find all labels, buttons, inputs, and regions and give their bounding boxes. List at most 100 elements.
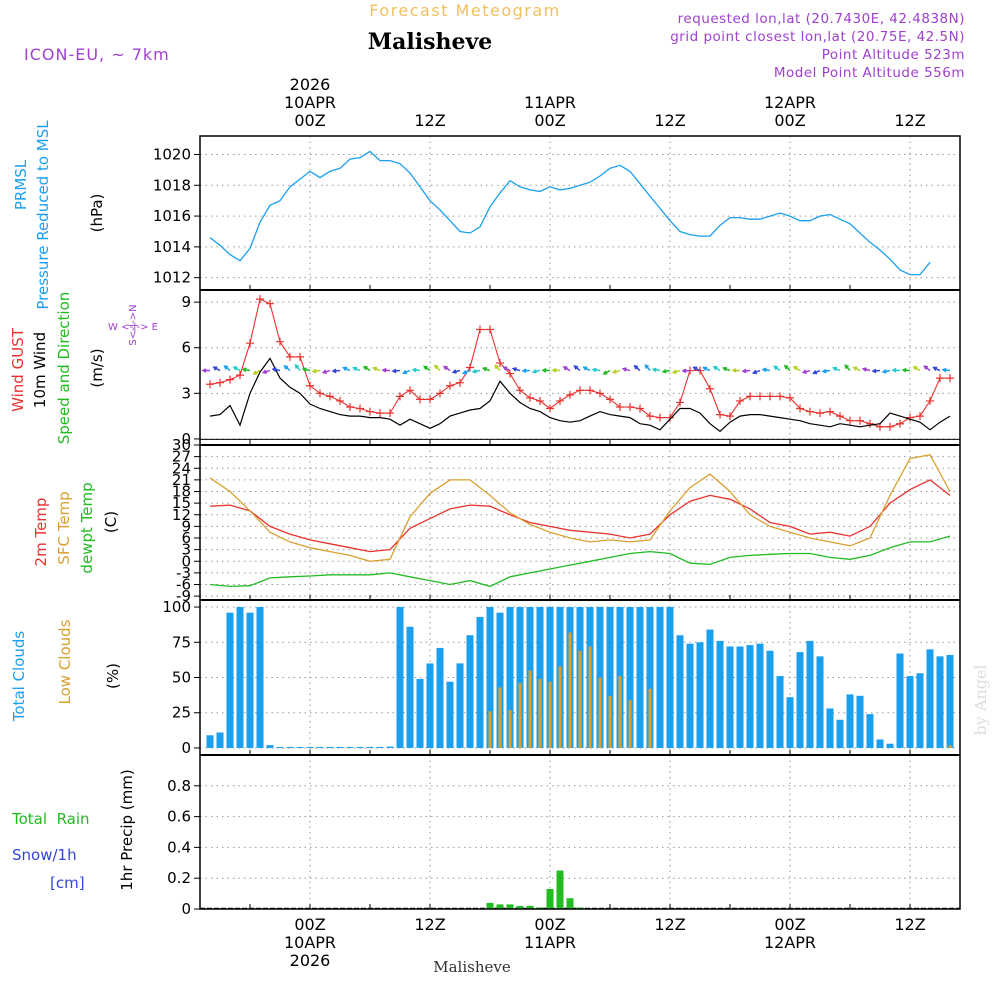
- gust-point: [766, 392, 774, 401]
- wind-direction-arrow: [402, 369, 411, 375]
- total-cloud-bar: [356, 746, 364, 748]
- wind-direction-arrow: [321, 369, 331, 375]
- gust-point: [896, 419, 904, 428]
- pressure-label-msl: Pressure Reduced to MSL: [34, 120, 52, 310]
- panel-4: 0 0.2 0.4 0.6 0.8: [167, 755, 960, 918]
- wind-direction-arrow: [582, 366, 591, 372]
- precip-label-rain: Total Rain: [11, 810, 90, 828]
- wind-direction-arrow: [433, 364, 441, 372]
- total-cloud-bar: [916, 673, 924, 748]
- wind-direction-arrow: [821, 368, 831, 374]
- wind-direction-arrow: [422, 365, 431, 372]
- total-cloud-bar: [346, 746, 354, 748]
- gust-point: [946, 374, 954, 383]
- top-time-label: 12APR: [764, 93, 816, 112]
- rain-bar: [556, 870, 564, 909]
- wind-series-line: [209, 357, 951, 433]
- top-time-label: 2026: [290, 75, 331, 94]
- y-tick-label: 75: [172, 633, 191, 651]
- y-tick-label: 15: [172, 494, 191, 512]
- y-tick-label: -3: [176, 564, 191, 582]
- pressure-label-unit: (hPa): [88, 194, 106, 233]
- total-cloud-bar: [606, 607, 614, 748]
- gust-point: [656, 413, 664, 422]
- top-time-label: 00Z: [774, 111, 805, 130]
- gust-point: [206, 380, 214, 389]
- gust-point: [456, 378, 464, 387]
- wind-labels: Wind GUST 10m Wind Speed and Direction (…: [9, 292, 158, 445]
- y-tick-label: 6: [181, 529, 191, 547]
- gust-point: [236, 371, 244, 380]
- gust-point: [316, 389, 324, 398]
- gust-point: [556, 396, 564, 405]
- gust-point: [676, 398, 684, 407]
- total-cloud-bar: [256, 607, 264, 748]
- total-cloud-bar: [846, 694, 854, 748]
- total-cloud-bar: [726, 646, 734, 748]
- gust-point: [386, 409, 394, 418]
- low-cloud-bar: [488, 711, 492, 748]
- gust-point: [776, 392, 784, 401]
- gust-point: [286, 352, 294, 361]
- wind-direction-arrow: [471, 368, 481, 374]
- wind-direction-arrow: [611, 369, 621, 374]
- gridpoint-coords: grid point closest lon,lat (20.75E, 42.5…: [670, 29, 965, 45]
- wind-direction-arrow: [852, 366, 861, 372]
- total-cloud-bar: [886, 743, 894, 748]
- total-cloud-bar: [466, 635, 474, 748]
- top-time-label: 12Z: [654, 111, 685, 130]
- wind-direction-arrow: [633, 364, 641, 372]
- low-cloud-bar: [578, 650, 582, 748]
- gust-point: [326, 392, 334, 401]
- wind-label-unit: (m/s): [88, 348, 106, 387]
- bottom-time-label: 11APR: [524, 933, 576, 952]
- panel-3: 0 25 50 75 100: [162, 598, 960, 757]
- bottom-time-label: 00Z: [534, 915, 565, 934]
- y-tick-label: 100: [162, 598, 191, 616]
- wind-direction-arrow: [692, 366, 701, 372]
- total-cloud-bar: [206, 735, 214, 748]
- wind-direction-arrow: [521, 368, 531, 374]
- y-tick-label: 25: [172, 704, 191, 722]
- model-name: ICON-EU, ~ 7km: [24, 45, 170, 64]
- total-cloud-bar: [666, 607, 674, 748]
- gust-point: [886, 422, 894, 431]
- plot-panels: 101210141016101810200369-9-6-30369121518…: [153, 75, 961, 970]
- gust-point: [276, 337, 284, 346]
- gust-point: [926, 396, 934, 405]
- total-cloud-bar: [406, 626, 414, 748]
- gust-point: [856, 416, 864, 425]
- panel-1: 0 3 6 9: [181, 290, 960, 448]
- rain-bar: [506, 904, 514, 909]
- low-cloud-bar: [558, 666, 562, 748]
- gust-point: [416, 395, 424, 404]
- y-tick-label: 3: [181, 541, 191, 559]
- top-time-label: 10APR: [284, 93, 336, 112]
- wind-direction-arrow: [712, 365, 721, 372]
- gust-point: [826, 407, 834, 416]
- total-cloud-bar: [476, 616, 484, 748]
- wind-direction-arrow: [861, 367, 871, 372]
- y-tick-label: 1014: [153, 238, 191, 256]
- top-time-label: 11APR: [524, 93, 576, 112]
- wind-label-10m: 10m Wind: [31, 332, 49, 408]
- total-cloud-bar: [746, 645, 754, 748]
- y-tick-label: 0: [181, 430, 191, 448]
- precip-label-unit: 1hr Precip (mm): [118, 769, 136, 890]
- wind-direction-arrow: [252, 369, 261, 375]
- gust-point: [486, 325, 494, 334]
- wind-direction-arrow: [451, 369, 461, 374]
- pressure-labels: PRMSL Pressure Reduced to MSL (hPa): [12, 120, 106, 310]
- gust-point: [756, 392, 764, 401]
- total-cloud-bar: [896, 653, 904, 748]
- y-tick-label: 6: [181, 339, 191, 357]
- precip-label-snow: Snow/1h: [12, 846, 77, 864]
- low-cloud-bar: [628, 700, 632, 748]
- y-tick-label: 0.8: [167, 777, 191, 795]
- gust-point: [466, 363, 474, 372]
- total-cloud-bar: [246, 612, 254, 748]
- wind-direction-arrow: [801, 369, 811, 374]
- wind-label-gust: Wind GUST: [9, 327, 27, 412]
- y-tick-label: 50: [172, 669, 191, 687]
- wind-direction-arrow: [511, 367, 521, 372]
